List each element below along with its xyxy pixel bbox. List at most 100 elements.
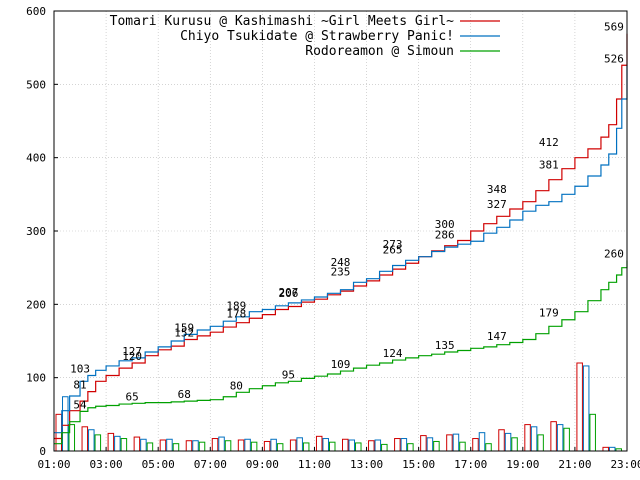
bar (485, 443, 492, 452)
data-label: 54 (73, 398, 87, 411)
data-label: 286 (435, 228, 455, 241)
data-label: 189 (226, 299, 246, 312)
data-label: 207 (278, 286, 298, 299)
bar (452, 433, 460, 452)
bar (315, 435, 323, 452)
bar (348, 439, 356, 452)
bar (576, 362, 583, 452)
x-tick-label: 07:00 (194, 458, 227, 471)
bar (602, 446, 609, 452)
data-label: 248 (331, 256, 351, 269)
data-label: 569 (604, 21, 624, 34)
data-label: 412 (539, 136, 559, 149)
bar (198, 441, 206, 452)
bar (237, 439, 245, 452)
bar (270, 438, 277, 452)
y-tick-label: 100 (26, 372, 46, 385)
line-layer (54, 33, 628, 445)
data-label: 109 (331, 358, 351, 371)
bar (524, 424, 531, 452)
bar (342, 438, 349, 452)
data-label: 80 (230, 379, 243, 392)
data-label: 159 (174, 321, 194, 334)
x-tick-label: 05:00 (142, 458, 175, 471)
data-label: 65 (126, 390, 139, 403)
data-label: 124 (383, 347, 403, 360)
series-line (54, 33, 628, 440)
data-label: 348 (487, 183, 507, 196)
bar (62, 396, 69, 452)
bar (472, 438, 479, 452)
bar (296, 437, 303, 452)
data-label: 526 (604, 52, 624, 65)
y-tick-label: 600 (26, 5, 46, 18)
bar (81, 426, 89, 452)
bar (94, 434, 102, 452)
bar (530, 426, 538, 452)
bar (582, 365, 590, 452)
bar (166, 438, 173, 452)
bar (302, 442, 310, 452)
bar (511, 437, 518, 452)
bar (563, 427, 570, 452)
bar (263, 440, 271, 452)
data-label: 327 (487, 198, 507, 211)
bar (368, 440, 375, 452)
bar (114, 435, 121, 452)
bar (218, 436, 225, 452)
plot-frame (53, 10, 628, 452)
x-tick-label: 15:00 (402, 458, 435, 471)
grid (54, 11, 627, 451)
data-label: 273 (383, 238, 403, 251)
data-label: 260 (604, 247, 624, 260)
bar (407, 443, 414, 452)
bar (289, 439, 297, 452)
x-tick-label: 21:00 (558, 458, 591, 471)
y-tick-label: 0 (39, 445, 46, 458)
bar (498, 429, 505, 452)
data-label: 206 (278, 287, 298, 300)
bar (446, 434, 453, 452)
bar (250, 441, 258, 452)
bar (211, 438, 219, 452)
bar (420, 435, 427, 452)
x-tick-label: 13:00 (350, 458, 383, 471)
bar (276, 443, 284, 452)
x-tick-label: 19:00 (506, 458, 539, 471)
x-tick-label: 01:00 (37, 458, 70, 471)
series-line (54, 260, 628, 445)
bar (140, 438, 147, 452)
bar (244, 438, 251, 452)
y-tick-label: 300 (26, 225, 46, 238)
legend: Tomari Kurusu @ Kashimashi ~Girl Meets G… (110, 14, 500, 59)
data-label-layer: 81 120 152 178 206 248 273 300 348 412 569 103 127 15… (70, 21, 624, 412)
data-label: 81 (73, 379, 86, 392)
bar (426, 437, 434, 452)
bar (394, 438, 401, 452)
data-label: 381 (539, 159, 559, 172)
data-label: 178 (226, 307, 246, 320)
bar (185, 440, 193, 452)
data-label: 120 (122, 350, 142, 363)
bar (504, 432, 512, 452)
bar (400, 438, 408, 452)
bar (172, 443, 180, 452)
bar (120, 438, 128, 452)
bar (224, 440, 232, 452)
data-label: 179 (539, 307, 559, 320)
bar (381, 443, 388, 452)
data-label: 95 (282, 368, 295, 381)
data-label: 68 (178, 388, 191, 401)
data-label: 235 (331, 266, 351, 279)
bar (550, 421, 557, 452)
data-label: 147 (487, 330, 507, 343)
bar (608, 446, 616, 452)
bar (322, 438, 329, 452)
data-label: 152 (174, 327, 194, 340)
bar (537, 434, 544, 452)
data-label: 103 (70, 362, 90, 375)
bar (133, 436, 141, 452)
x-tick-label: 17:00 (454, 458, 487, 471)
x-tick-label: 09:00 (246, 458, 279, 471)
